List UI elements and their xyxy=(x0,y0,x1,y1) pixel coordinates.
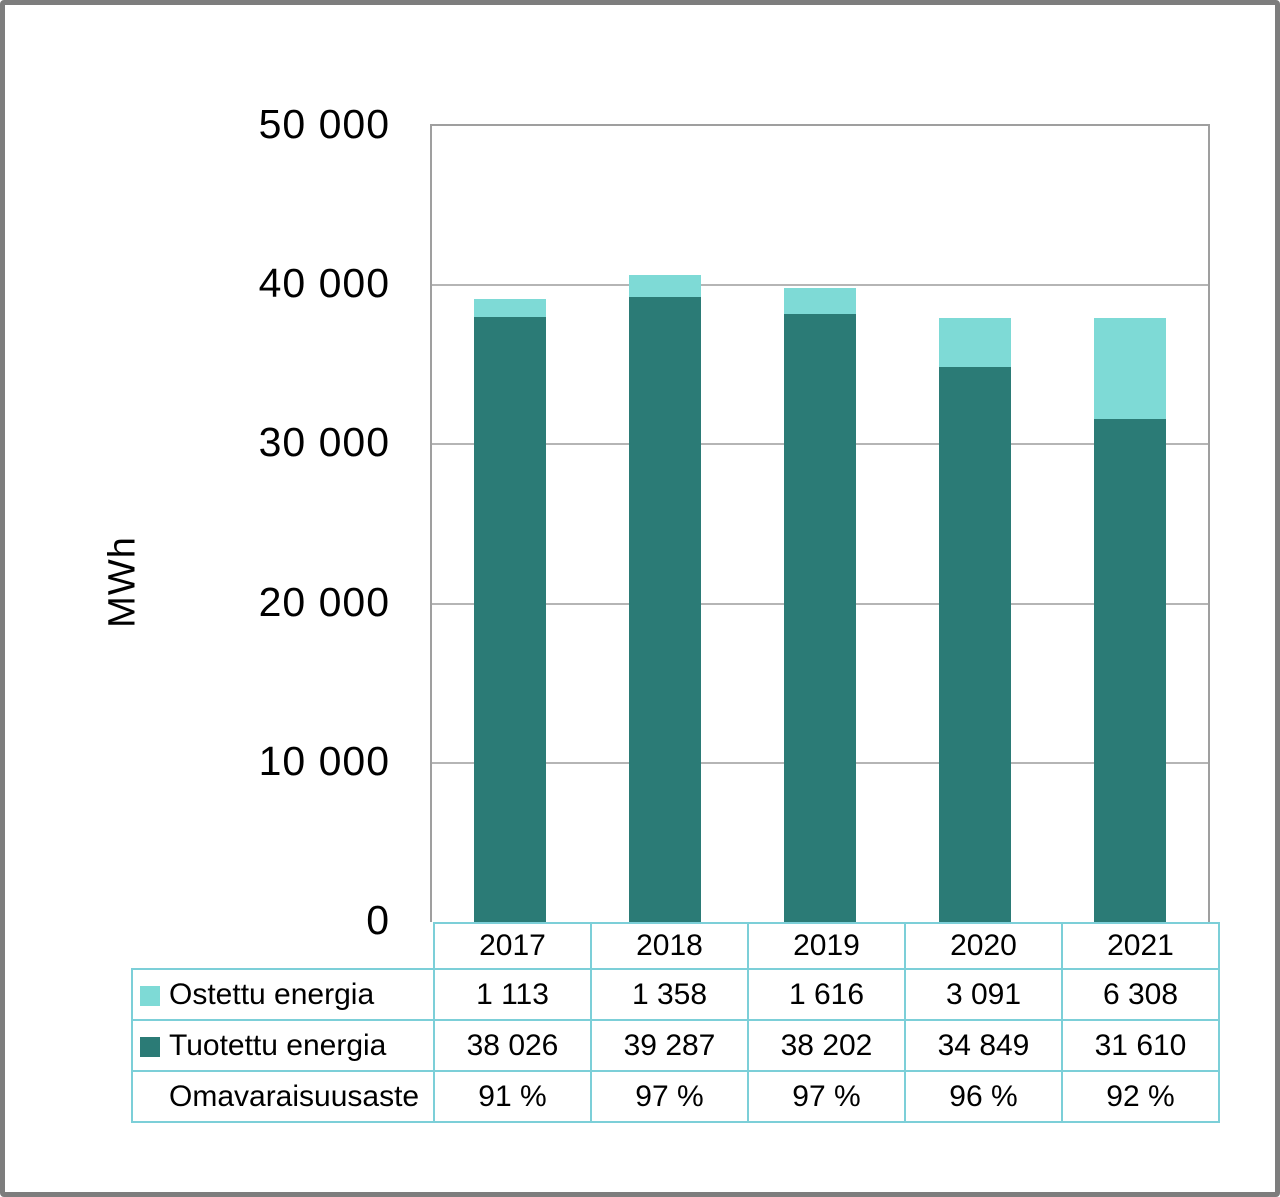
bar-segment-produced xyxy=(473,316,546,922)
bar-segment-purchased xyxy=(628,274,701,297)
row-label: Omavaraisuusaste xyxy=(169,1079,420,1113)
gridline xyxy=(432,284,1208,287)
table-year-header: 2020 xyxy=(904,922,1063,970)
y-tick-label: 20 000 xyxy=(258,578,390,625)
table-value-cell: 34 849 xyxy=(904,1019,1063,1072)
y-tick-label: 0 xyxy=(366,897,390,943)
table-label-cell: Ostettu energia xyxy=(131,968,435,1021)
legend-swatch xyxy=(140,985,160,1006)
table-year-header: 2019 xyxy=(747,922,906,970)
table-value-cell: 3 091 xyxy=(904,968,1063,1021)
table-year-header: 2021 xyxy=(1061,922,1220,970)
y-tick-label: 40 000 xyxy=(258,260,390,307)
y-tick-label: 30 000 xyxy=(258,419,390,466)
table-value-cell: 1 616 xyxy=(747,968,906,1021)
y-tick-label: 10 000 xyxy=(258,737,390,784)
plot-area xyxy=(430,124,1210,922)
stacked-bar-2020 xyxy=(939,318,1012,922)
bar-segment-produced xyxy=(784,313,856,922)
table-row: Omavaraisuusaste 91 % 97 % 97 % 96 % 92 % xyxy=(131,1070,1220,1123)
bar-segment-purchased xyxy=(784,288,856,314)
table-label-cell: Tuotettu energia xyxy=(131,1019,435,1072)
bar-segment-purchased xyxy=(473,298,546,317)
table-value-cell: 97 % xyxy=(747,1070,906,1123)
stacked-bar-2021 xyxy=(1094,318,1167,922)
table-row: Tuotettu energia 38 026 39 287 38 202 34 849… xyxy=(131,1019,1220,1072)
table-year-header: 2017 xyxy=(433,922,592,970)
table-value-cell: 91 % xyxy=(433,1070,592,1123)
table-value-cell: 38 202 xyxy=(747,1019,906,1072)
table-value-cell: 1 113 xyxy=(433,968,592,1021)
stacked-bar-2018 xyxy=(628,274,701,922)
table-value-cell: 92 % xyxy=(1061,1070,1220,1123)
legend-swatch xyxy=(140,1036,160,1057)
row-label: Ostettu energia xyxy=(169,977,375,1011)
table-header-row: 2017 2018 2019 2020 2021 xyxy=(132,922,1220,970)
table-year-header: 2018 xyxy=(590,922,749,970)
table-value-cell: 6 308 xyxy=(1061,968,1220,1021)
table-value-cell: 31 610 xyxy=(1061,1019,1220,1072)
table-value-cell: 38 026 xyxy=(433,1019,592,1072)
row-label: Tuotettu energia xyxy=(169,1028,387,1062)
table-value-cell: 39 287 xyxy=(590,1019,749,1072)
bar-segment-produced xyxy=(628,296,701,922)
y-tick-label: 50 000 xyxy=(258,101,390,147)
y-axis-title: MWh xyxy=(101,536,144,628)
bar-segment-purchased xyxy=(1094,318,1167,419)
table-label-cell: Omavaraisuusaste xyxy=(131,1070,435,1123)
table-value-cell: 97 % xyxy=(590,1070,749,1123)
bar-segment-produced xyxy=(939,367,1012,922)
table-blank-cell xyxy=(132,923,434,969)
stacked-bar-2019 xyxy=(784,288,856,922)
table-value-cell: 96 % xyxy=(904,1070,1063,1123)
table-row: Ostettu energia 1 113 1 358 1 616 3 091 6 308 xyxy=(131,968,1220,1021)
data-table: 2017 2018 2019 2020 2021 Ostettu energia 1 113… xyxy=(131,922,1220,1123)
bar-segment-purchased xyxy=(939,318,1012,368)
bar-segment-produced xyxy=(1094,418,1167,922)
stacked-bar-2017 xyxy=(473,298,546,922)
table-value-cell: 1 358 xyxy=(590,968,749,1021)
